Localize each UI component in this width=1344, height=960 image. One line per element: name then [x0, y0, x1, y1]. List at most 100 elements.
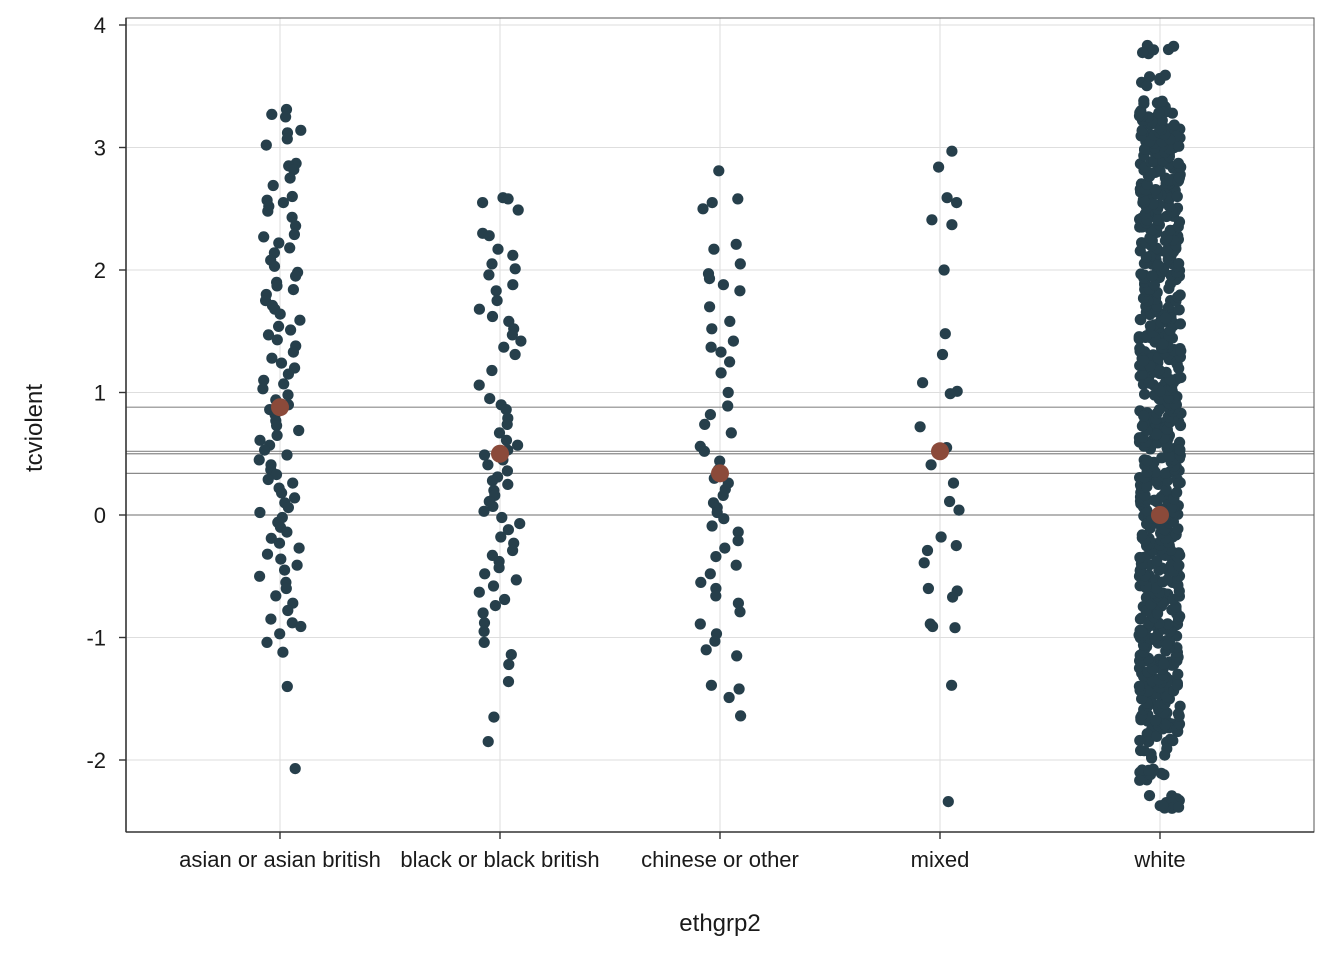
- data-point: [939, 328, 951, 340]
- data-point: [718, 513, 730, 525]
- data-point: [267, 179, 279, 192]
- data-point: [500, 404, 512, 416]
- y-tick-label: -1: [86, 626, 106, 651]
- y-axis-title: tcviolent: [21, 384, 48, 472]
- data-point: [268, 260, 281, 272]
- data-point: [275, 553, 287, 565]
- data-point: [280, 111, 292, 123]
- data-point: [1150, 184, 1162, 196]
- data-point: [271, 280, 283, 292]
- data-point: [1171, 486, 1183, 499]
- data-point: [514, 518, 526, 530]
- data-point: [704, 409, 717, 421]
- data-point: [1135, 268, 1147, 280]
- data-point: [262, 205, 274, 217]
- data-point: [1136, 368, 1148, 380]
- data-point: [1174, 318, 1186, 330]
- data-point: [927, 620, 939, 633]
- data-point: [511, 439, 524, 451]
- x-axis-title: ethgrp2: [679, 910, 760, 937]
- data-point: [1148, 279, 1160, 291]
- data-point: [1159, 719, 1171, 731]
- data-point: [697, 203, 709, 215]
- data-point: [495, 531, 507, 543]
- data-point: [254, 570, 266, 582]
- data-point: [477, 607, 489, 619]
- data-point: [1154, 165, 1166, 177]
- data-point: [727, 335, 740, 347]
- data-point: [489, 600, 501, 612]
- data-point: [253, 454, 265, 466]
- data-point: [947, 477, 960, 489]
- data-point: [1136, 626, 1148, 638]
- data-point: [942, 796, 954, 808]
- data-point: [281, 133, 293, 145]
- y-tick-label: -2: [86, 748, 106, 773]
- data-point: [281, 449, 293, 461]
- data-point: [275, 357, 288, 369]
- data-point: [946, 145, 958, 157]
- data-point: [1138, 410, 1150, 422]
- data-point: [273, 237, 285, 249]
- data-point: [734, 258, 746, 270]
- data-point: [295, 124, 307, 136]
- data-point: [1160, 484, 1172, 496]
- data-point: [705, 679, 718, 691]
- data-point: [484, 393, 496, 405]
- data-point: [724, 315, 736, 327]
- group-mean-markers: [271, 398, 1169, 524]
- data-point: [502, 193, 514, 205]
- data-point: [507, 249, 519, 261]
- data-point: [502, 524, 514, 536]
- data-point: [258, 231, 270, 243]
- data-point: [1158, 769, 1170, 781]
- data-point: [735, 710, 747, 722]
- data-point: [286, 190, 298, 203]
- data-point: [1164, 174, 1176, 186]
- data-point: [1136, 420, 1148, 432]
- data-point: [486, 475, 499, 487]
- data-point: [715, 346, 727, 358]
- data-point: [1162, 618, 1174, 630]
- data-point: [706, 520, 718, 532]
- data-point: [1148, 494, 1160, 506]
- data-point: [1159, 312, 1172, 324]
- data-point: [486, 258, 498, 270]
- data-point: [502, 676, 515, 688]
- data-point: [254, 434, 266, 446]
- data-point: [500, 434, 513, 446]
- data-point: [1173, 362, 1185, 374]
- data-point: [284, 242, 296, 254]
- data-point: [1174, 444, 1186, 456]
- data-point: [1141, 80, 1153, 92]
- data-point: [473, 586, 485, 598]
- data-point: [477, 197, 489, 209]
- data-point: [502, 478, 514, 490]
- data-point: [282, 604, 294, 617]
- data-point: [281, 680, 293, 693]
- data-point: [1168, 40, 1180, 52]
- x-axis: asian or asian british black or black bri…: [179, 832, 1186, 872]
- data-point: [290, 220, 302, 232]
- data-point: [732, 597, 745, 609]
- data-point: [261, 636, 273, 649]
- data-point: [700, 644, 712, 656]
- data-point: [295, 620, 307, 633]
- data-point: [1161, 639, 1173, 651]
- data-point: [1159, 749, 1171, 761]
- data-point: [290, 270, 302, 282]
- data-point: [277, 646, 289, 658]
- data-point: [270, 469, 283, 481]
- data-point: [1153, 364, 1165, 376]
- data-point: [946, 679, 958, 691]
- data-point: [1173, 801, 1185, 813]
- data-point: [1174, 289, 1186, 301]
- data-point: [1147, 198, 1159, 210]
- data-point: [1143, 736, 1155, 748]
- data-point: [1151, 730, 1163, 743]
- data-point: [714, 455, 726, 467]
- data-point: [254, 506, 266, 519]
- data-point: [938, 264, 950, 276]
- data-point: [1139, 388, 1151, 400]
- x-tick-label: black or black british: [400, 847, 599, 872]
